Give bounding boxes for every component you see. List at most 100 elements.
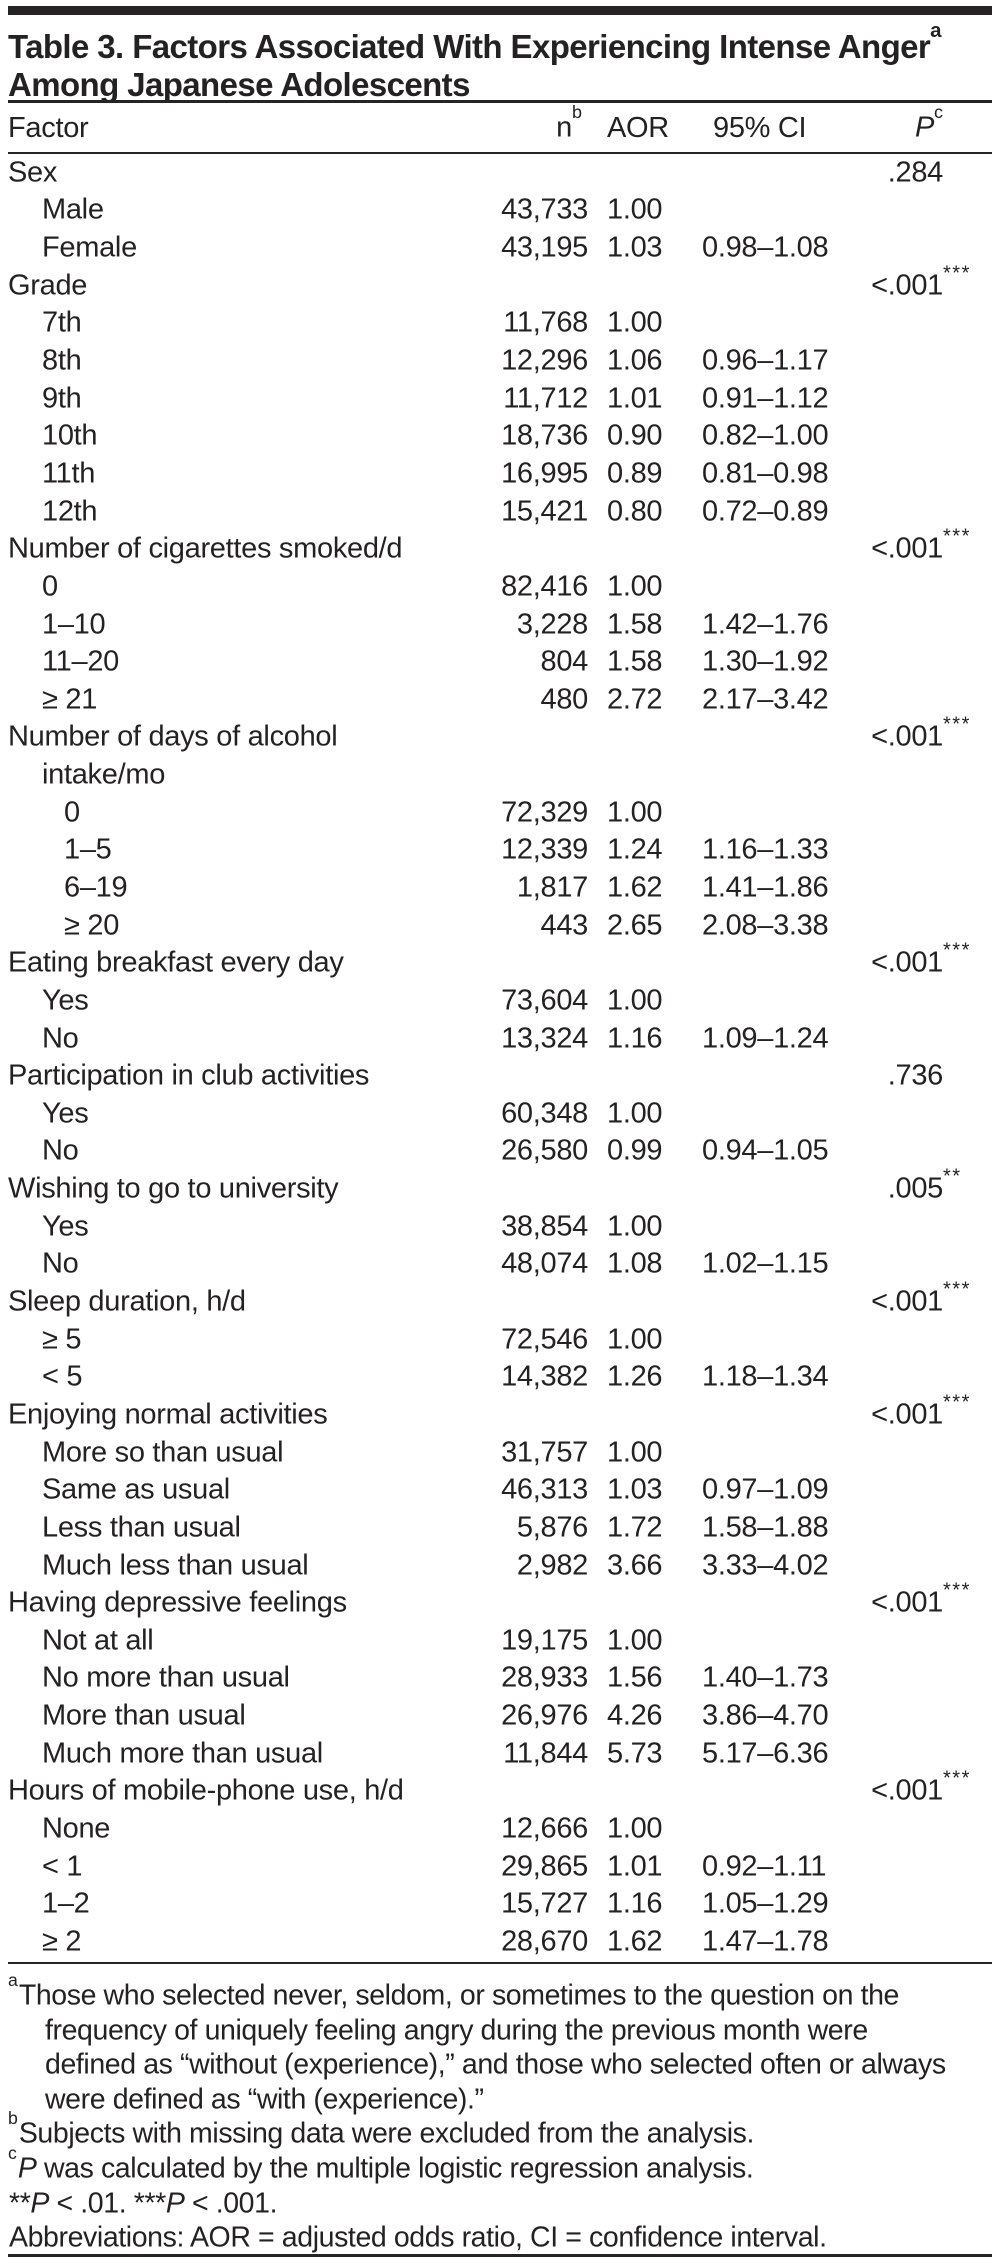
n-cell: 5,876: [516, 1511, 588, 1544]
n-cell: 26,580: [501, 1134, 588, 1167]
aor-cell: 1.00: [607, 796, 663, 829]
significance-stars: ***: [943, 939, 971, 962]
table-row: Much less than usual 2,982 3.66 3.33–4.0…: [0, 1547, 1000, 1585]
table-row: 8th 12,296 1.06 0.96–1.17: [0, 342, 1000, 380]
aor-cell: 1.00: [607, 984, 663, 1017]
ci-cell: 0.72–0.89: [702, 495, 829, 528]
table-title-line2: Among Japanese Adolescents: [8, 66, 470, 103]
aor-cell: 1.00: [607, 1436, 663, 1469]
body-bottom-rule: [8, 1962, 992, 1964]
footnote-line: bSubjects with missing data were exclude…: [8, 2108, 1000, 2149]
ci-cell: 1.41–1.86: [702, 871, 829, 904]
ci-cell: 2.17–3.42: [702, 683, 829, 716]
table-row: intake/mo: [0, 756, 1000, 794]
ci-cell: 0.92–1.11: [702, 1850, 827, 1883]
aor-cell: 1.58: [607, 608, 663, 640]
aor-cell: 1.00: [607, 306, 663, 339]
significance-stars: ***: [943, 525, 971, 548]
table-row: ≥ 21 480 2.72 2.17–3.42: [0, 681, 1000, 719]
table-row: Same as usual 46,313 1.03 0.97–1.09: [0, 1471, 1000, 1509]
footnote-line: Abbreviations: AOR = adjusted odds ratio…: [8, 2213, 1000, 2254]
p-value-cell: <.001 ***: [871, 1278, 971, 1318]
factor-cell: 1–2: [42, 1887, 90, 1920]
footnote-line: defined as “without (experience),” and t…: [8, 2040, 1000, 2081]
footnote-text: **P < .01. ***P < .001.: [9, 2187, 278, 2220]
column-header-factor: Factor: [8, 112, 89, 144]
table-row: More so than usual 31,757 1.00: [0, 1434, 1000, 1472]
factor-cell: 11–20: [42, 645, 119, 678]
table-row: No 13,324 1.16 1.09–1.24: [0, 1020, 1000, 1058]
footnote-text: P was calculated by the multiple logisti…: [17, 2152, 754, 2185]
aor-cell: 1.00: [607, 570, 663, 603]
ci-cell: 2.08–3.38: [702, 909, 829, 942]
column-header-p: Pc: [914, 102, 943, 144]
n-cell: 82,416: [501, 570, 588, 603]
n-cell: 48,074: [501, 1247, 588, 1280]
n-cell: 11,768: [503, 306, 588, 339]
ci-cell: 1.09–1.24: [702, 1022, 829, 1055]
factor-cell: < 5: [42, 1360, 83, 1393]
n-cell: 60,348: [501, 1097, 588, 1130]
n-cell: 480: [540, 683, 589, 716]
n-cell: 73,604: [501, 984, 588, 1017]
table-row: 1–2 15,727 1.16 1.05–1.29: [0, 1885, 1000, 1923]
ci-cell: 0.94–1.05: [702, 1134, 829, 1167]
table-row: 11–20 804 1.58 1.30–1.92: [0, 643, 1000, 681]
factor-cell: Male: [42, 193, 104, 226]
ci-cell: 0.98–1.08: [702, 231, 829, 264]
p-value-cell: <.001 ***: [871, 1767, 971, 1807]
factor-cell: Same as usual: [42, 1473, 230, 1506]
aor-cell: 1.16: [607, 1022, 663, 1055]
footnote-text: Subjects with missing data were excluded…: [18, 2117, 755, 2150]
table-row: Yes 73,604 1.00: [0, 982, 1000, 1020]
n-cell: 18,736: [501, 419, 588, 452]
ci-cell: 1.30–1.92: [702, 645, 829, 678]
ci-cell: 1.02–1.15: [702, 1247, 829, 1280]
n-cell: 2,982: [516, 1549, 588, 1582]
factor-cell: Hours of mobile-phone use, h/d: [8, 1774, 404, 1807]
n-cell: 28,933: [501, 1661, 588, 1694]
factor-cell: Participation in club activities: [8, 1059, 370, 1092]
n-cell: 15,727: [501, 1887, 588, 1920]
aor-cell: 1.01: [607, 382, 663, 415]
table-row: Hours of mobile-phone use, h/d <.001 ***: [0, 1767, 1000, 1811]
aor-cell: 1.56: [607, 1661, 663, 1694]
aor-cell: 1.01: [607, 1850, 663, 1883]
factor-cell: Yes: [42, 1210, 89, 1243]
n-cell: 72,329: [501, 796, 588, 829]
n-cell: 1,817: [516, 871, 588, 904]
factor-cell: ≥ 2: [42, 1925, 82, 1958]
table-row: Much more than usual 11,844 5.73 5.17–6.…: [0, 1735, 1000, 1773]
ci-cell: 5.17–6.36: [702, 1737, 829, 1770]
factor-cell: 1–10: [42, 608, 106, 640]
aor-cell: 1.03: [607, 231, 663, 264]
factor-cell: Not at all: [42, 1624, 154, 1657]
n-cell: 12,339: [501, 833, 588, 866]
table-row: 12th 15,421 0.80 0.72–0.89: [0, 493, 1000, 531]
factor-cell: 1–5: [64, 833, 112, 866]
table-row: No 26,580 0.99 0.94–1.05: [0, 1133, 1000, 1171]
table-body: Sex .284 Male 43,733 1.00 Female 43,195 …: [0, 154, 1000, 1961]
table-row: Wishing to go to university .005 **: [0, 1166, 1000, 1208]
aor-cell: 0.89: [607, 457, 663, 490]
p-value-cell: .736: [887, 1059, 944, 1092]
ci-cell: 1.42–1.76: [702, 608, 829, 640]
table-row: Eating breakfast every day <.001 ***: [0, 940, 1000, 982]
table-row: Not at all 19,175 1.00: [0, 1622, 1000, 1660]
footnote-text: frequency of uniquely feeling angry duri…: [45, 2014, 868, 2047]
ci-cell: 1.40–1.73: [702, 1661, 829, 1694]
table-row: ≥ 2 28,670 1.62 1.47–1.78: [0, 1923, 1000, 1961]
p-value-cell: <.001 ***: [871, 1579, 971, 1619]
factor-cell: 10th: [42, 419, 98, 452]
title-superscript-a: a: [930, 18, 942, 42]
table-row: 0 72,329 1.00: [0, 794, 1000, 832]
footnote-text: were defined as “with (experience).”: [45, 2083, 484, 2116]
aor-cell: 1.00: [607, 1210, 663, 1243]
table-row: Number of days of alcohol <.001 ***: [0, 714, 1000, 757]
ci-cell: 1.16–1.33: [702, 833, 829, 866]
aor-cell: 1.26: [607, 1360, 663, 1393]
footnote-line: aThose who selected never, seldom, or so…: [8, 1970, 1000, 2011]
factor-cell: No more than usual: [42, 1661, 290, 1694]
factor-cell: Number of days of alcohol: [8, 720, 338, 753]
column-header-aor: AOR: [607, 112, 669, 144]
